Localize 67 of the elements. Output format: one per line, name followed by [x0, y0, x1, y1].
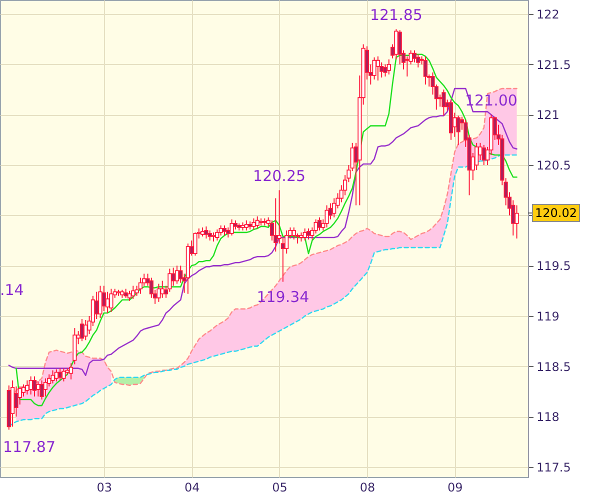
- candlestick: [124, 288, 128, 298]
- candlestick: [233, 220, 238, 230]
- x-tick-label: 08: [360, 480, 376, 494]
- candlestick: [62, 368, 66, 382]
- candlestick: [204, 226, 208, 239]
- candlestick: [442, 89, 446, 116]
- candlestick: [14, 386, 18, 418]
- x-tick-label: 04: [184, 480, 200, 494]
- candlestick: [98, 285, 102, 318]
- candlestick: [244, 220, 248, 231]
- candlestick: [43, 378, 48, 397]
- y-tick-label: 118: [536, 410, 560, 424]
- x-tick-label: 09: [448, 480, 463, 494]
- candlestick: [193, 232, 198, 256]
- candlestick: [302, 228, 307, 242]
- candlestick: [109, 288, 114, 312]
- candlestick: [32, 376, 37, 397]
- text: 120.02: [535, 206, 577, 220]
- candlestick: [160, 280, 164, 298]
- candlestick: [386, 58, 391, 75]
- candlestick: [84, 320, 88, 341]
- candlestick: [456, 115, 460, 146]
- candlestick: [200, 226, 205, 237]
- candlestick: [127, 290, 132, 302]
- candlestick: [292, 226, 296, 240]
- candlestick: [211, 232, 216, 242]
- candlestick: [25, 380, 30, 395]
- y-tick-label: 121: [536, 108, 560, 122]
- candlestick: [383, 64, 388, 77]
- y-tick-label: 119.5: [536, 259, 571, 274]
- annotation: .14: [0, 281, 24, 299]
- candlestick: [299, 232, 304, 242]
- annotation: 120.25: [253, 167, 306, 186]
- y-tick-label: 117.5: [536, 460, 571, 474]
- y-tick-label: 120.5: [536, 158, 571, 173]
- candlestick: [131, 285, 136, 300]
- candlestick: [68, 362, 74, 380]
- x-tick-label: 05: [272, 480, 288, 494]
- y-tick-label: 121.5: [536, 58, 571, 72]
- candlestick: [226, 226, 230, 238]
- annotation: 119.34: [256, 288, 310, 306]
- candlestick: [306, 228, 311, 240]
- candlestick: [102, 285, 106, 312]
- candlestick: [423, 56, 428, 86]
- annotation: 117.87: [3, 438, 56, 456]
- y-tick-label: 118.5: [536, 360, 571, 374]
- candlestick: [230, 218, 234, 236]
- candlestick: [222, 224, 227, 236]
- candlestick: [54, 368, 58, 382]
- candlestick: [138, 277, 142, 294]
- candlestick: [50, 370, 55, 384]
- candlestick: [317, 216, 322, 231]
- candlestick: [324, 204, 329, 228]
- candlestick: [514, 204, 519, 239]
- y-tick-label: 122: [536, 8, 560, 22]
- candlestick: [405, 56, 410, 77]
- candlestick: [255, 216, 260, 229]
- candlestick: [156, 283, 161, 302]
- candlestick: [376, 56, 380, 82]
- candlestick: [252, 218, 256, 230]
- candlestick: [416, 54, 420, 68]
- x-tick-label: 03: [96, 480, 112, 494]
- y-tick-label: 119: [536, 309, 560, 324]
- candlestick: [208, 230, 212, 242]
- candlestick: [40, 380, 44, 400]
- candlestick: [215, 228, 220, 242]
- annotation: 121.85: [370, 6, 422, 24]
